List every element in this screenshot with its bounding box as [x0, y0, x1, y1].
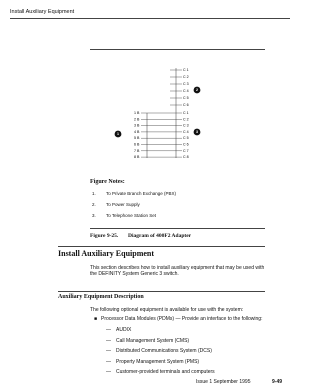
pin-label: 7 B	[134, 149, 140, 153]
pin-label: 2 B	[134, 117, 140, 121]
note-text: To Telephone Station Set	[106, 213, 156, 218]
diagram: C 1 C 2 C 3 C 4 C 5 C 6 1 B 2 B 3 B 4 B 5 B 6 B 7 B 8…	[114, 68, 201, 159]
list-item: Call Management System (CMS)	[116, 337, 190, 344]
note-text: To Power Supply	[106, 202, 140, 207]
caption-text: Diagram of 400F2 Adapter	[128, 233, 192, 239]
figure-rule	[90, 49, 265, 50]
callout	[193, 128, 201, 136]
pin-label: C 8	[183, 155, 189, 159]
list-item: Property Management System (PMS)	[116, 358, 200, 365]
caption-number: Figure 9-25.	[90, 233, 119, 239]
dash: —	[106, 358, 111, 365]
pin-label: 8 B	[134, 155, 140, 159]
list-item: Customer-provided terminals and computer…	[116, 369, 215, 375]
pin-label: C 2	[183, 75, 189, 79]
section-heading: Install Auxiliary Equipment	[58, 249, 155, 258]
paragraph: This section describes how to install au…	[90, 265, 265, 277]
intro: The following optional equipment is avai…	[90, 307, 244, 313]
pin-label: C 4	[183, 130, 189, 134]
pin-label: C 4	[183, 89, 189, 93]
pin-label: 5 B	[134, 136, 140, 140]
subheading-rule	[58, 291, 265, 292]
pin-label: C 1	[183, 111, 189, 115]
footer-page: 9-49	[272, 379, 283, 385]
pin-label: C 1	[183, 68, 189, 72]
pin-label: 4 B	[134, 130, 140, 134]
callout	[114, 130, 122, 138]
bullet-text: Processor Data Modules (PDMs) — Provide …	[101, 316, 263, 322]
header-rule	[10, 18, 290, 19]
dash: —	[106, 337, 111, 344]
pin-label: C 6	[183, 103, 189, 107]
callout-number: 3	[196, 130, 198, 134]
pin-label: C 3	[183, 124, 189, 128]
dash: —	[106, 348, 111, 354]
callout-number: 2	[196, 88, 198, 92]
note-number: 2.	[92, 202, 96, 207]
pin-label: 6 B	[134, 142, 140, 146]
dash: —	[106, 369, 111, 375]
callout-number: 1	[117, 132, 119, 136]
pin-label: C 7	[183, 149, 189, 153]
pin-label: C 5	[183, 136, 189, 140]
bullet-marker: ■	[94, 316, 98, 322]
pin-label: C 5	[183, 96, 189, 100]
figure-notes-title: Figure Notes:	[90, 179, 125, 185]
pin-label: C 6	[183, 142, 189, 146]
note-number: 1.	[92, 191, 96, 196]
page: Install Auxiliary Equipment C 1 C 2 C 3 C 4…	[10, 9, 290, 385]
subheading: Auxiliary Equipment Description	[58, 294, 144, 300]
list-item: AUDIX	[116, 327, 132, 333]
caption-rule	[90, 228, 265, 229]
callout	[193, 86, 201, 94]
note-text: To Private Branch Exchange (PBX)	[106, 191, 177, 196]
pin-label: 3 B	[134, 124, 140, 128]
pin-label: 1 B	[134, 111, 140, 115]
note-number: 3.	[92, 213, 96, 218]
list-item: Distributed Communications System (DCS)	[116, 348, 212, 354]
running-header: Install Auxiliary Equipment	[10, 9, 75, 15]
dash: —	[106, 327, 111, 333]
heading-rule	[58, 246, 265, 247]
footer-issue: Issue 1 September 1995	[196, 379, 251, 385]
pin-label: C 3	[183, 82, 189, 86]
pin-label: C 2	[183, 117, 189, 121]
